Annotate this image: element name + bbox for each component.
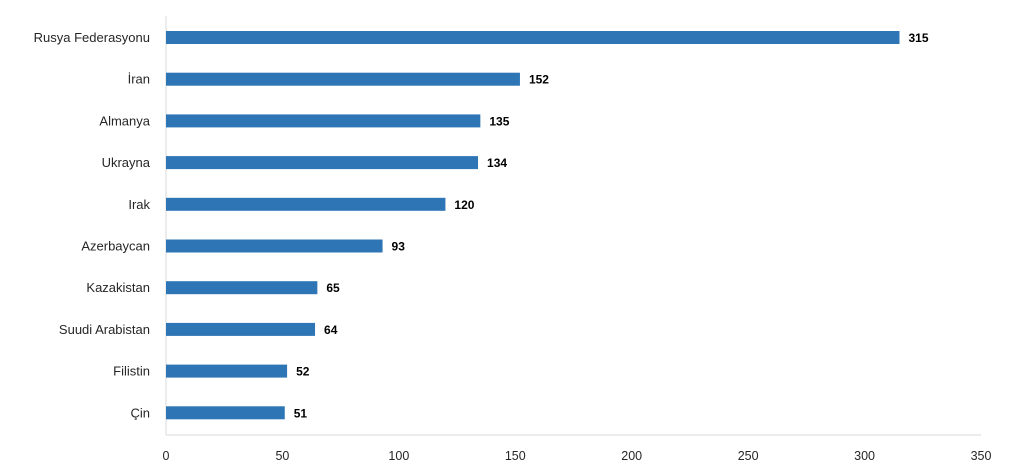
category-labels: Rusya Federasyonu İran Almanya Ukrayna Irak A… (34, 30, 151, 420)
x-tick-label: 150 (505, 449, 526, 463)
data-label: 152 (529, 73, 549, 87)
x-tick-label: 350 (971, 449, 992, 463)
bar (166, 114, 481, 128)
data-label: 315 (909, 31, 929, 45)
data-label: 93 (392, 240, 406, 254)
category-label: Almanya (99, 113, 150, 128)
bar (166, 406, 285, 420)
bar (166, 72, 520, 86)
category-label: Ukrayna (102, 155, 151, 170)
category-label: Azerbaycan (81, 239, 150, 254)
data-label: 51 (294, 406, 308, 420)
bars (166, 31, 900, 420)
x-tick-label: 100 (388, 449, 409, 463)
category-label: Rusya Federasyonu (34, 30, 150, 45)
x-tick-label: 200 (621, 449, 642, 463)
bar (166, 322, 316, 336)
bar (166, 156, 479, 170)
bar (166, 281, 318, 295)
category-label: Irak (128, 197, 150, 212)
category-label: Kazakistan (86, 280, 150, 295)
x-tick-label: 50 (275, 449, 289, 463)
bar (166, 197, 446, 211)
bar (166, 31, 900, 44)
data-label: 134 (487, 156, 507, 170)
x-tick-label: 300 (854, 449, 875, 463)
category-label: Çin (130, 405, 150, 420)
x-tick-label: 250 (738, 449, 759, 463)
data-label: 135 (489, 114, 509, 128)
bar (166, 239, 383, 253)
x-tick-labels: 0 50 100 150 200 250 300 350 (163, 449, 992, 463)
data-label: 65 (326, 281, 340, 295)
data-label: 120 (454, 198, 474, 212)
category-label: İran (128, 72, 150, 87)
bar (166, 364, 288, 378)
value-labels: 315 152 135 134 120 93 65 64 52 51 (294, 31, 929, 420)
data-label: 52 (296, 365, 310, 379)
category-label: Filistin (113, 364, 150, 379)
category-label: Suudi Arabistan (59, 322, 150, 337)
data-label: 64 (324, 323, 338, 337)
x-tick-label: 0 (163, 449, 170, 463)
